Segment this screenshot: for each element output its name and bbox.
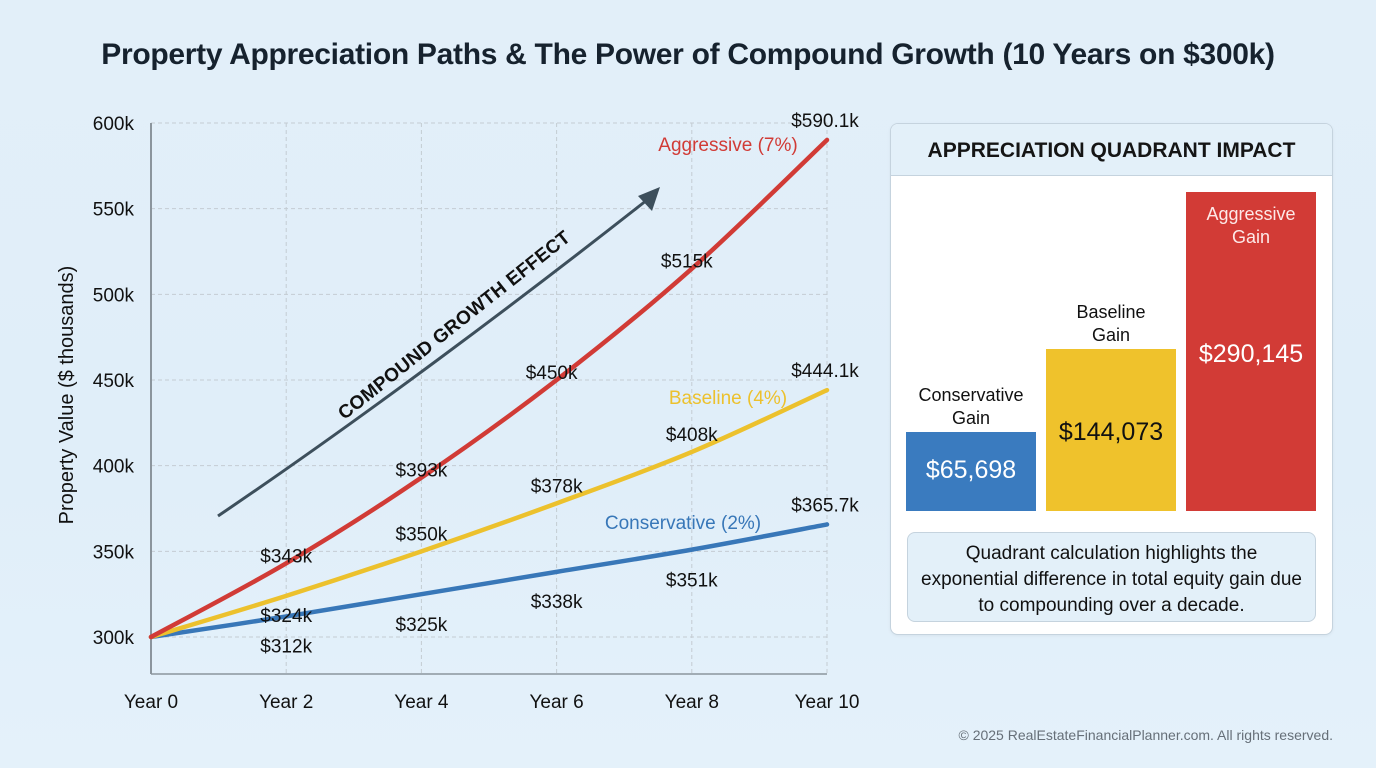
series-lines: [148, 137, 830, 640]
series-line-aggressive: [148, 137, 830, 640]
x-tick-label: Year 8: [665, 692, 719, 713]
x-tick-label: Year 4: [394, 692, 449, 713]
point-label: $515k: [661, 252, 713, 273]
point-label: $338k: [531, 592, 583, 613]
card-header: APPRECIATION QUADRANT IMPACT: [891, 124, 1332, 176]
bar-baseline-gain: Baseline Gain $144,073: [1046, 302, 1176, 511]
arrow-head-icon: [638, 187, 660, 211]
y-tick-label: 500k: [93, 285, 135, 306]
x-tick-label: Year 2: [259, 692, 313, 713]
y-tick-label: 400k: [93, 457, 135, 478]
point-label: $365.7k: [791, 495, 859, 516]
bar-label-line2: Gain: [951, 408, 991, 428]
bar-conservative-gain: Conservative Gain $65,698: [906, 385, 1036, 511]
point-label: $444.1k: [791, 361, 859, 382]
axes: [150, 123, 827, 675]
point-label: $450k: [526, 363, 578, 384]
point-label: $324k: [260, 606, 312, 627]
x-tick-label: Year 0: [124, 692, 178, 713]
point-label: $590.1k: [791, 111, 859, 132]
bar-label-line2: Gain: [1231, 227, 1271, 247]
point-label: $351k: [666, 571, 718, 592]
page-title: Property Appreciation Paths & The Power …: [101, 38, 1275, 71]
bar-label-line1: Conservative: [918, 385, 1024, 405]
y-tick-label: 550k: [93, 200, 135, 221]
bar-aggressive-gain: Aggressive Gain $290,145: [1186, 192, 1316, 511]
point-label: $350k: [396, 524, 448, 545]
point-labels: $343k $393k $450k $515k $590.1k $324k $350k $37…: [260, 111, 859, 657]
quadrant-note: Quadrant calculation highlights the expo…: [907, 532, 1316, 622]
y-tick-label: 350k: [93, 542, 135, 563]
quadrant-impact-card: APPRECIATION QUADRANT IMPACT Conservativ…: [890, 123, 1333, 635]
bar-label-line1: Aggressive: [1206, 204, 1296, 224]
series-labels: Aggressive (7%) Baseline (4%) Conservative…: [605, 135, 798, 534]
bar-value: $290,145: [1198, 340, 1304, 368]
x-tick-label: Year 10: [795, 692, 860, 713]
x-tick-labels: Year 0 Year 2 Year 4 Year 6 Year 8 Year 10: [124, 692, 860, 713]
series-label-conservative: Conservative (2%): [605, 513, 761, 534]
compound-growth-arrow: [217, 198, 648, 518]
point-label: $408k: [666, 425, 718, 446]
point-label: $378k: [531, 476, 583, 497]
series-line-conservative: [148, 522, 830, 640]
bar-label-line2: Gain: [1091, 325, 1131, 345]
point-label: $312k: [260, 636, 312, 657]
point-label: $325k: [396, 615, 448, 636]
series-line-baseline: [148, 387, 830, 640]
copyright-footer: © 2025 RealEstateFinancialPlanner.com. A…: [958, 727, 1333, 743]
series-label-baseline: Baseline (4%): [669, 388, 787, 409]
bar-value: $65,698: [925, 456, 1017, 484]
y-tick-label: 450k: [93, 371, 135, 392]
y-tick-label: 600k: [93, 114, 135, 135]
bar-label-line1: Baseline: [1076, 302, 1146, 322]
y-axis-label: Property Value ($ thousands): [56, 266, 78, 525]
bar-value: $144,073: [1058, 418, 1164, 446]
point-label: $393k: [396, 461, 448, 482]
series-label-aggressive: Aggressive (7%): [658, 135, 797, 156]
x-tick-label: Year 6: [529, 692, 583, 713]
y-tick-label: 300k: [93, 628, 135, 649]
y-tick-labels: 300k 350k 400k 450k 500k 550k 600k: [93, 114, 135, 649]
point-label: $343k: [260, 546, 312, 567]
